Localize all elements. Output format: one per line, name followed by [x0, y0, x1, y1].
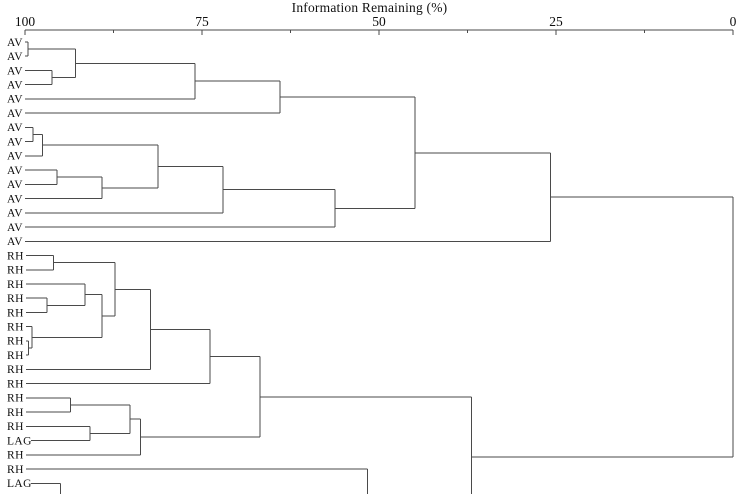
leaf-label: RH [7, 336, 24, 348]
leaf-label: AV [7, 80, 23, 92]
leaf-label: AV [7, 165, 23, 177]
leaf-label: AV [7, 151, 23, 163]
cluster-tree [25, 41, 734, 494]
axis-tick-label: 50 [372, 14, 386, 29]
leaf-label: AV [7, 222, 23, 234]
leaf-labels: AV AV AV AV AV AV AV AV AV AV AV AV AV AV AV RH RH RH RH RH… [7, 37, 32, 490]
leaf-label: RH [7, 364, 24, 376]
leaf-label: RH [7, 378, 24, 390]
leaf-label: LAG [7, 478, 32, 490]
leaf-label: RH [7, 350, 24, 362]
leaf-label: RH [7, 421, 24, 433]
leaf-label: AV [7, 136, 23, 148]
axis-title: Information Remaining (%) [291, 0, 448, 15]
axis-tick-label: 0 [730, 14, 737, 29]
leaf-label: RH [7, 450, 24, 462]
leaf-label: RH [7, 464, 24, 476]
leaf-label: AV [7, 193, 23, 205]
leaf-label: RH [7, 407, 24, 419]
leaf-label: RH [7, 322, 24, 334]
leaf-label: RH [7, 279, 24, 291]
leaf-label: AV [7, 179, 23, 191]
axis-tick-label: 100 [15, 14, 36, 29]
leaf-label: RH [7, 393, 24, 405]
leaf-label: AV [7, 236, 23, 248]
leaf-label: RH [7, 293, 24, 305]
leaf-label: LAG [7, 435, 32, 447]
leaf-label: RH [7, 307, 24, 319]
top-axis: 100 75 50 25 0 [15, 14, 737, 35]
leaf-label: AV [7, 37, 23, 49]
leaf-label: AV [7, 208, 23, 220]
leaf-label: RH [7, 265, 24, 277]
leaf-label: AV [7, 51, 23, 63]
leaf-label: AV [7, 108, 23, 120]
leaf-label: AV [7, 122, 23, 134]
leaf-label: AV [7, 65, 23, 77]
leaf-label: AV [7, 94, 23, 106]
leaf-label: RH [7, 250, 24, 262]
axis-tick-label: 75 [195, 14, 209, 29]
axis-tick-label: 25 [549, 14, 563, 29]
